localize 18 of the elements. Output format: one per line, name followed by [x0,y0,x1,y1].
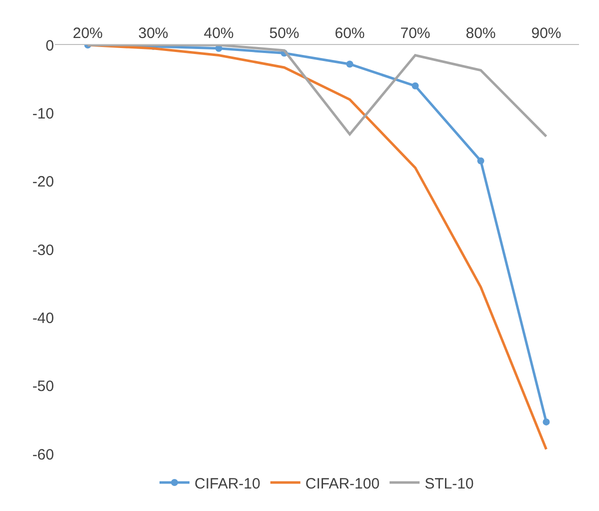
legend-label: CIFAR-100 [305,475,380,492]
y-tick-label: -50 [32,378,54,396]
y-tick-label: -10 [32,105,54,122]
y-tick-label: -20 [32,174,54,191]
x-tick-label: 20% [72,25,103,42]
y-tick-label: -40 [32,310,54,327]
x-tick-label: 50% [269,25,300,42]
y-tick-label: -60 [32,446,54,464]
legend-label: CIFAR-10 [194,475,260,492]
x-tick-label: 90% [531,25,562,42]
legend-label: STL-10 [424,475,474,492]
y-tick-label: 0 [46,37,54,54]
x-tick-label: 60% [334,25,365,42]
x-tick-label: 30% [138,25,168,42]
y-tick-label: -30 [32,242,54,259]
x-tick-label: 70% [400,25,430,42]
x-tick-label: 40% [204,25,234,42]
x-tick-label: 80% [466,25,496,42]
